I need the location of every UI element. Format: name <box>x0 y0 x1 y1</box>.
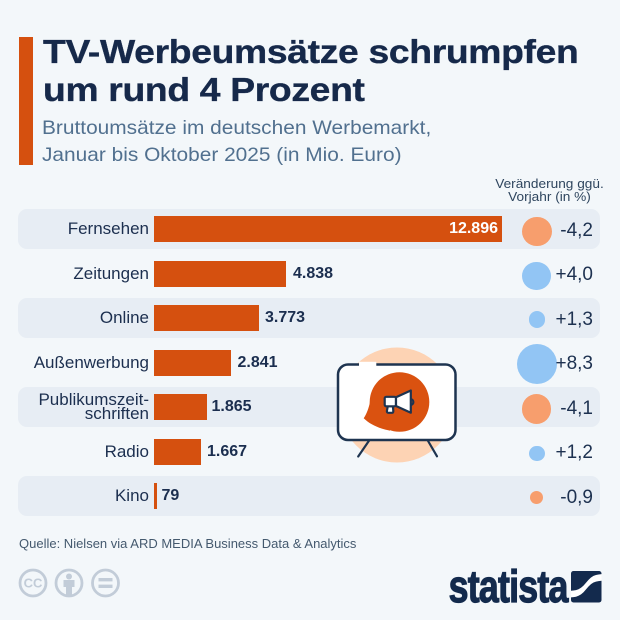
svg-text:CC: CC <box>24 576 43 591</box>
